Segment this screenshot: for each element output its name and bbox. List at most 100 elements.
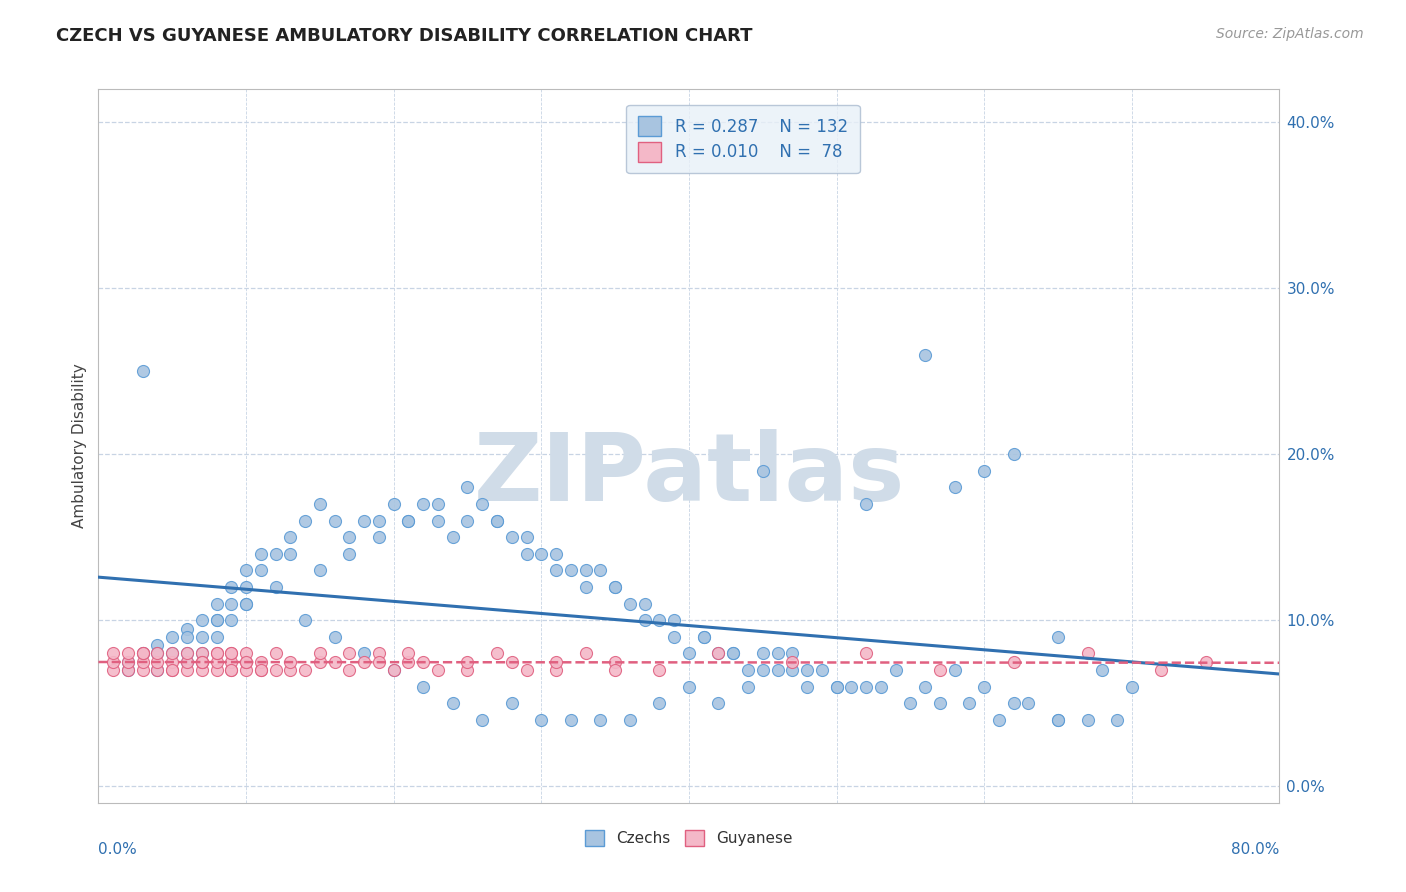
- Point: [221, 663, 243, 677]
- Point: [205, 630, 228, 644]
- Point: [235, 564, 257, 578]
- Point: [176, 647, 198, 661]
- Point: [427, 514, 450, 528]
- Point: [382, 497, 405, 511]
- Point: [176, 655, 198, 669]
- Point: [146, 647, 169, 661]
- Point: [516, 663, 538, 677]
- Point: [855, 497, 877, 511]
- Point: [412, 497, 434, 511]
- Point: [103, 647, 125, 661]
- Point: [250, 663, 273, 677]
- Point: [546, 655, 568, 669]
- Point: [486, 647, 509, 661]
- Point: [339, 547, 361, 561]
- Point: [530, 547, 553, 561]
- Point: [309, 564, 332, 578]
- Point: [929, 663, 952, 677]
- Point: [900, 696, 922, 710]
- Point: [176, 663, 198, 677]
- Point: [221, 655, 243, 669]
- Point: [1195, 655, 1218, 669]
- Point: [250, 564, 273, 578]
- Point: [516, 547, 538, 561]
- Point: [368, 647, 391, 661]
- Point: [353, 647, 375, 661]
- Point: [235, 597, 257, 611]
- Point: [546, 547, 568, 561]
- Point: [1047, 713, 1070, 727]
- Point: [1150, 663, 1173, 677]
- Point: [176, 630, 198, 644]
- Point: [280, 663, 302, 677]
- Point: [605, 580, 627, 594]
- Point: [1077, 647, 1099, 661]
- Point: [205, 597, 228, 611]
- Point: [796, 663, 818, 677]
- Point: [117, 663, 139, 677]
- Point: [146, 663, 169, 677]
- Point: [162, 663, 183, 677]
- Point: [648, 613, 671, 627]
- Point: [103, 655, 125, 669]
- Point: [457, 514, 479, 528]
- Point: [235, 655, 257, 669]
- Point: [398, 514, 420, 528]
- Point: [205, 613, 228, 627]
- Text: ZIPatlas: ZIPatlas: [474, 428, 904, 521]
- Text: 0.0%: 0.0%: [98, 842, 138, 857]
- Point: [929, 696, 952, 710]
- Point: [486, 514, 509, 528]
- Point: [589, 713, 612, 727]
- Point: [235, 663, 257, 677]
- Text: Source: ZipAtlas.com: Source: ZipAtlas.com: [1216, 27, 1364, 41]
- Point: [235, 647, 257, 661]
- Point: [146, 638, 169, 652]
- Point: [723, 647, 745, 661]
- Point: [782, 655, 804, 669]
- Point: [117, 647, 139, 661]
- Y-axis label: Ambulatory Disability: Ambulatory Disability: [72, 364, 87, 528]
- Point: [353, 514, 375, 528]
- Point: [205, 655, 228, 669]
- Point: [516, 530, 538, 544]
- Point: [589, 564, 612, 578]
- Point: [678, 680, 700, 694]
- Point: [707, 696, 730, 710]
- Point: [382, 663, 405, 677]
- Point: [1002, 696, 1025, 710]
- Point: [1047, 713, 1070, 727]
- Point: [619, 713, 641, 727]
- Point: [1077, 713, 1099, 727]
- Point: [294, 613, 316, 627]
- Point: [441, 696, 464, 710]
- Point: [221, 663, 243, 677]
- Point: [191, 655, 214, 669]
- Point: [1002, 655, 1025, 669]
- Point: [664, 613, 686, 627]
- Point: [693, 630, 716, 644]
- Point: [766, 647, 789, 661]
- Point: [221, 580, 243, 594]
- Point: [723, 647, 745, 661]
- Point: [132, 655, 155, 669]
- Point: [353, 655, 375, 669]
- Point: [250, 655, 273, 669]
- Point: [132, 647, 155, 661]
- Point: [914, 348, 936, 362]
- Point: [191, 655, 214, 669]
- Point: [176, 655, 198, 669]
- Point: [943, 663, 966, 677]
- Point: [132, 647, 155, 661]
- Point: [221, 647, 243, 661]
- Point: [619, 597, 641, 611]
- Point: [1121, 680, 1143, 694]
- Point: [575, 647, 598, 661]
- Point: [191, 655, 214, 669]
- Point: [132, 364, 155, 378]
- Point: [796, 680, 818, 694]
- Point: [103, 663, 125, 677]
- Point: [664, 630, 686, 644]
- Point: [117, 663, 139, 677]
- Point: [707, 647, 730, 661]
